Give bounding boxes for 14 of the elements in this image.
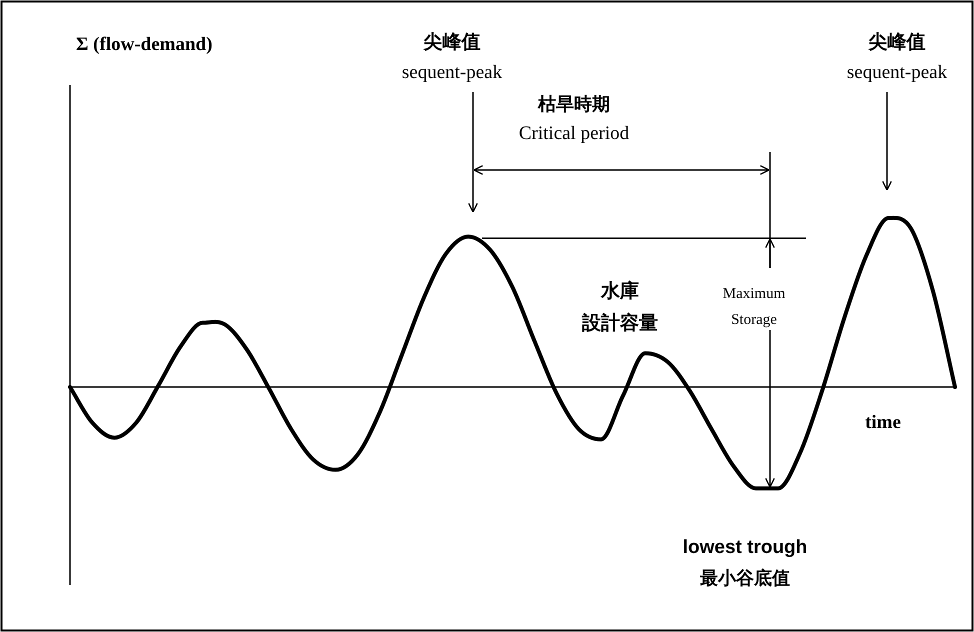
text: 尖峰值 — [422, 31, 480, 53]
text: lowest trough — [682, 537, 808, 558]
text: sequent-peak — [402, 62, 503, 83]
text: 尖峰值 — [868, 31, 926, 53]
x-axis-title: time — [865, 412, 901, 433]
annotation: Storage — [731, 312, 778, 328]
text: 枯旱時期 — [537, 94, 610, 114]
annotation: Maximum — [722, 286, 786, 302]
text: 最小谷底值 — [699, 568, 790, 588]
annotation: 設計容量 — [581, 312, 658, 334]
annotation: 水庫 — [600, 280, 639, 302]
text: Critical period — [518, 123, 630, 144]
text: Σ (flow-demand) — [76, 34, 212, 55]
text: sequent-peak — [846, 62, 948, 83]
